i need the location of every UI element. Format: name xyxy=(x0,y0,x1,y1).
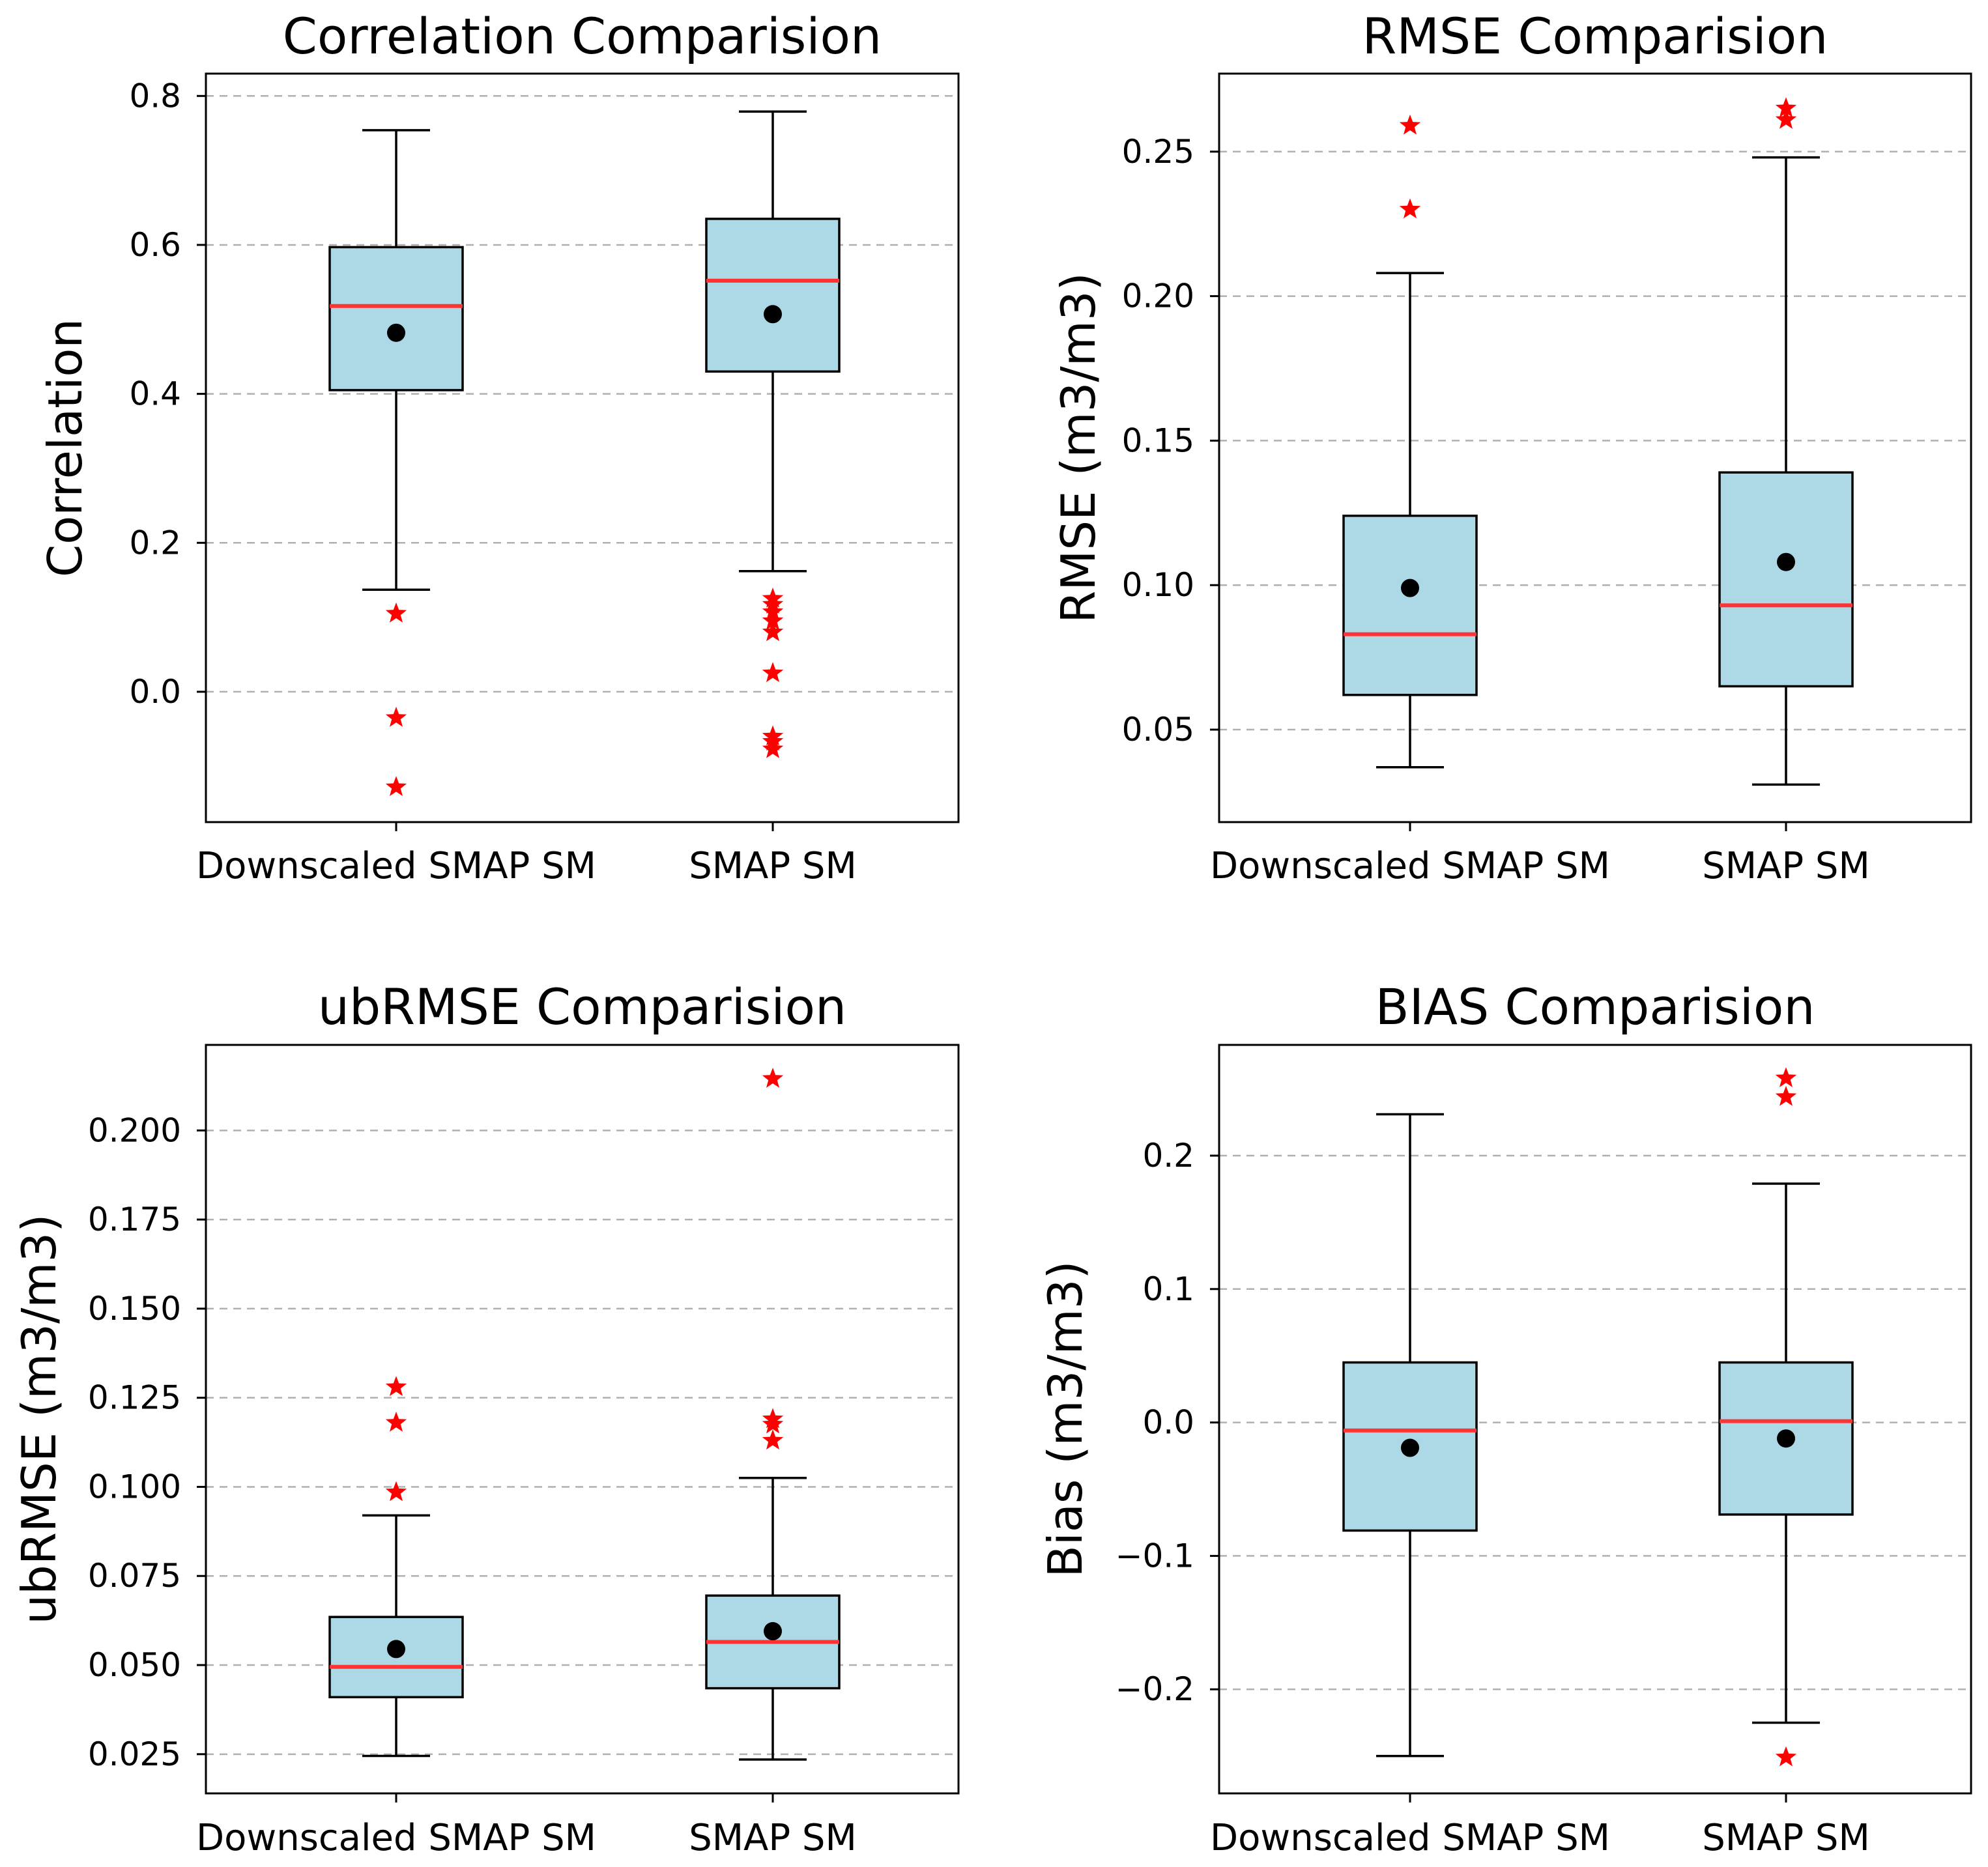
correlation-title: Correlation Comparision xyxy=(283,7,882,65)
outlier-star xyxy=(1775,1085,1797,1106)
ubrmse-box-1 xyxy=(328,1376,464,1758)
outlier-star xyxy=(385,602,407,623)
correlation-panel: 0.0 0.2 0.4 0.6 0.8 Downscaled SMAP SM SMAP SM… xyxy=(38,7,960,887)
ubrmse-box-2 xyxy=(705,1068,841,1761)
mean-marker xyxy=(387,323,405,342)
bias-ytick-label: 0.1 xyxy=(1142,1270,1194,1308)
correlation-ytick-label: 0.0 xyxy=(129,673,181,711)
correlation-box-1 xyxy=(328,129,464,796)
outlier-star xyxy=(385,1481,407,1502)
ubrmse-category-label: Downscaled SMAP SM xyxy=(196,1817,596,1859)
bias-ytick-label: −0.1 xyxy=(1116,1537,1194,1575)
ubrmse-ytick-label: 0.100 xyxy=(88,1468,181,1505)
bias-box-1 xyxy=(1342,1113,1478,1758)
correlation-ytick-label: 0.8 xyxy=(129,77,181,115)
mean-marker xyxy=(1777,552,1795,571)
rmse-ytick-label: 0.20 xyxy=(1122,278,1194,315)
ubrmse-category-label: SMAP SM xyxy=(689,1817,857,1859)
outlier-star xyxy=(762,610,784,631)
bias-axes-frame xyxy=(1218,1044,1972,1795)
ubrmse-title: ubRMSE Comparision xyxy=(318,978,846,1036)
outlier-star xyxy=(762,1413,784,1434)
correlation-box-2 xyxy=(705,110,841,758)
mean-marker xyxy=(764,1622,782,1641)
rmse-panel: 0.05 0.10 0.15 0.20 0.25 Downscaled SMAP SM SM… xyxy=(1051,7,1972,887)
correlation-category-label: SMAP SM xyxy=(689,845,857,887)
ubrmse-ytick-label: 0.050 xyxy=(88,1646,181,1684)
outlier-star xyxy=(1775,97,1797,117)
outlier-star xyxy=(385,1376,407,1396)
rmse-box-2 xyxy=(1718,97,1854,786)
outlier-star xyxy=(1775,1067,1797,1087)
iqr-box xyxy=(1342,515,1478,696)
outlier-star xyxy=(762,621,784,642)
correlation-ytick-label: 0.2 xyxy=(129,524,181,562)
rmse-axes-frame xyxy=(1218,72,1972,823)
ubrmse-ytick-label: 0.175 xyxy=(88,1201,181,1238)
correlation-axes-frame xyxy=(205,72,960,823)
bias-ytick-label: 0.0 xyxy=(1142,1404,1194,1442)
mean-marker xyxy=(1777,1429,1795,1448)
correlation-ylabel: Correlation xyxy=(38,319,93,577)
outlier-star xyxy=(1399,198,1421,219)
ubrmse-ylabel: ubRMSE (m3/m3) xyxy=(12,1214,66,1625)
iqr-box xyxy=(705,218,841,373)
bias-ytick-label: 0.2 xyxy=(1142,1137,1194,1175)
outlier-star xyxy=(385,776,407,796)
correlation-category-label: Downscaled SMAP SM xyxy=(196,845,596,887)
ubrmse-ytick-label: 0.150 xyxy=(88,1290,181,1328)
ubrmse-axes-frame xyxy=(205,1044,960,1795)
outlier-star xyxy=(762,738,784,758)
ubrmse-panel: 0.025 0.050 0.075 0.100 0.125 0.150 0.175 0.200… xyxy=(12,978,960,1859)
ubrmse-ytick-label: 0.125 xyxy=(88,1379,181,1417)
rmse-ytick-label: 0.05 xyxy=(1122,711,1194,748)
outlier-star xyxy=(1775,109,1797,129)
outlier-star xyxy=(1399,114,1421,135)
bias-ytick-label: −0.2 xyxy=(1116,1670,1194,1708)
bias-title: BIAS Comparision xyxy=(1375,978,1815,1036)
correlation-ytick-label: 0.4 xyxy=(129,375,181,413)
outlier-star xyxy=(385,706,407,727)
outlier-star xyxy=(762,1068,784,1088)
mean-marker xyxy=(387,1640,405,1659)
outlier-star xyxy=(762,662,784,683)
iqr-box xyxy=(1718,471,1854,688)
outlier-star xyxy=(1775,1746,1797,1767)
rmse-ytick-label: 0.15 xyxy=(1122,421,1194,459)
outlier-star xyxy=(762,1429,784,1450)
outlier-star xyxy=(385,1412,407,1432)
ubrmse-ytick-label: 0.075 xyxy=(88,1557,181,1595)
ubrmse-ytick-label: 0.025 xyxy=(88,1735,181,1773)
rmse-ylabel: RMSE (m3/m3) xyxy=(1051,272,1106,623)
bias-panel: −0.2 −0.1 0.0 0.1 0.2 Downscaled SMAP SM SMAP … xyxy=(1038,978,1972,1859)
correlation-ytick-label: 0.6 xyxy=(129,226,181,264)
rmse-box-1 xyxy=(1342,114,1478,769)
iqr-box xyxy=(328,246,464,392)
bias-box-2 xyxy=(1718,1067,1854,1767)
rmse-category-label: Downscaled SMAP SM xyxy=(1210,845,1610,887)
mean-marker xyxy=(1401,578,1419,597)
mean-marker xyxy=(1401,1438,1419,1457)
ubrmse-ytick-label: 0.200 xyxy=(88,1111,181,1149)
bias-category-label: SMAP SM xyxy=(1702,1817,1870,1859)
rmse-category-label: SMAP SM xyxy=(1702,845,1870,887)
mean-marker xyxy=(764,305,782,324)
rmse-ytick-label: 0.10 xyxy=(1122,566,1194,604)
bias-category-label: Downscaled SMAP SM xyxy=(1210,1817,1610,1859)
rmse-ytick-label: 0.25 xyxy=(1122,133,1194,171)
rmse-title: RMSE Comparision xyxy=(1362,7,1828,65)
bias-ylabel: Bias (m3/m3) xyxy=(1038,1261,1093,1577)
